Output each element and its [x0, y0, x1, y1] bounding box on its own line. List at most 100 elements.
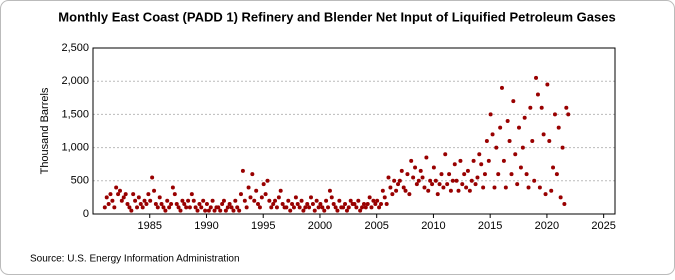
data-point: [551, 165, 556, 170]
data-point: [269, 205, 274, 210]
data-point: [462, 172, 467, 177]
data-point: [176, 205, 181, 210]
data-point: [172, 192, 177, 197]
data-point: [119, 198, 124, 203]
data-point: [520, 145, 525, 150]
data-point: [152, 188, 157, 193]
data-point: [125, 202, 130, 207]
data-point: [167, 205, 172, 210]
data-point: [505, 119, 510, 124]
data-point: [329, 195, 334, 200]
data-point: [494, 145, 499, 150]
data-point: [365, 202, 370, 207]
data-point: [165, 198, 170, 203]
data-point: [201, 198, 206, 203]
data-point: [333, 205, 338, 210]
data-point: [133, 198, 138, 203]
data-point: [511, 99, 516, 104]
x-tick-label: 2015: [478, 220, 502, 232]
data-point: [490, 132, 495, 137]
x-tick-label: 2000: [308, 220, 332, 232]
data-point: [116, 192, 121, 197]
data-point: [537, 185, 542, 190]
y-tick-label: 2,000: [61, 75, 89, 87]
data-point: [174, 202, 179, 207]
data-point: [411, 175, 416, 180]
data-point: [344, 208, 349, 213]
data-point: [420, 175, 425, 180]
data-point: [496, 172, 501, 177]
data-point: [271, 202, 276, 207]
x-tick-label: 1990: [194, 220, 218, 232]
data-point: [416, 178, 421, 183]
data-point: [371, 198, 376, 203]
y-axis-label: Thousand Barrels: [39, 87, 51, 174]
data-point: [157, 195, 162, 200]
data-point: [110, 198, 115, 203]
y-tick-label: 2,500: [61, 42, 89, 54]
data-point: [469, 178, 474, 183]
data-point: [379, 202, 384, 207]
data-point: [441, 185, 446, 190]
data-point: [148, 198, 153, 203]
data-point: [535, 92, 540, 97]
data-point: [250, 172, 255, 177]
data-point: [305, 202, 310, 207]
data-point: [288, 208, 293, 213]
data-point: [524, 172, 529, 177]
data-point: [112, 205, 117, 210]
x-tick-label: 1995: [251, 220, 275, 232]
data-point: [541, 132, 546, 137]
data-point: [526, 185, 531, 190]
data-point: [445, 182, 450, 187]
data-point: [227, 202, 232, 207]
data-point: [367, 195, 372, 200]
data-point: [522, 115, 527, 120]
data-point: [118, 188, 123, 193]
data-point: [197, 202, 202, 207]
data-point: [562, 202, 567, 207]
x-tick-label: 2005: [364, 220, 388, 232]
data-point: [422, 185, 427, 190]
data-point: [178, 208, 183, 213]
data-point: [123, 192, 128, 197]
data-point: [516, 125, 521, 130]
data-point: [153, 202, 158, 207]
data-point: [403, 188, 408, 193]
data-point: [318, 202, 323, 207]
data-point: [295, 202, 300, 207]
data-point: [320, 205, 325, 210]
x-tick-label: 1985: [137, 220, 161, 232]
data-point: [273, 198, 278, 203]
data-point: [326, 205, 331, 210]
data-point: [102, 205, 107, 210]
data-point: [552, 112, 557, 117]
data-point: [297, 205, 302, 210]
data-point: [509, 172, 514, 177]
data-point: [252, 198, 257, 203]
data-point: [170, 185, 175, 190]
data-point: [248, 195, 253, 200]
data-point: [155, 205, 160, 210]
data-point: [284, 205, 289, 210]
data-point: [191, 198, 196, 203]
data-point: [186, 198, 191, 203]
data-point: [377, 205, 382, 210]
data-point: [384, 202, 389, 207]
data-point: [369, 205, 374, 210]
data-point: [375, 198, 380, 203]
data-point: [255, 202, 260, 207]
data-point: [254, 188, 259, 193]
data-point: [352, 202, 357, 207]
data-point: [293, 195, 298, 200]
data-point: [428, 178, 433, 183]
x-tick-label: 2025: [591, 220, 615, 232]
data-point: [486, 158, 491, 163]
data-point: [136, 195, 141, 200]
data-point: [225, 205, 230, 210]
data-point: [308, 195, 313, 200]
data-point: [169, 202, 174, 207]
data-point: [327, 188, 332, 193]
data-point: [515, 182, 520, 187]
